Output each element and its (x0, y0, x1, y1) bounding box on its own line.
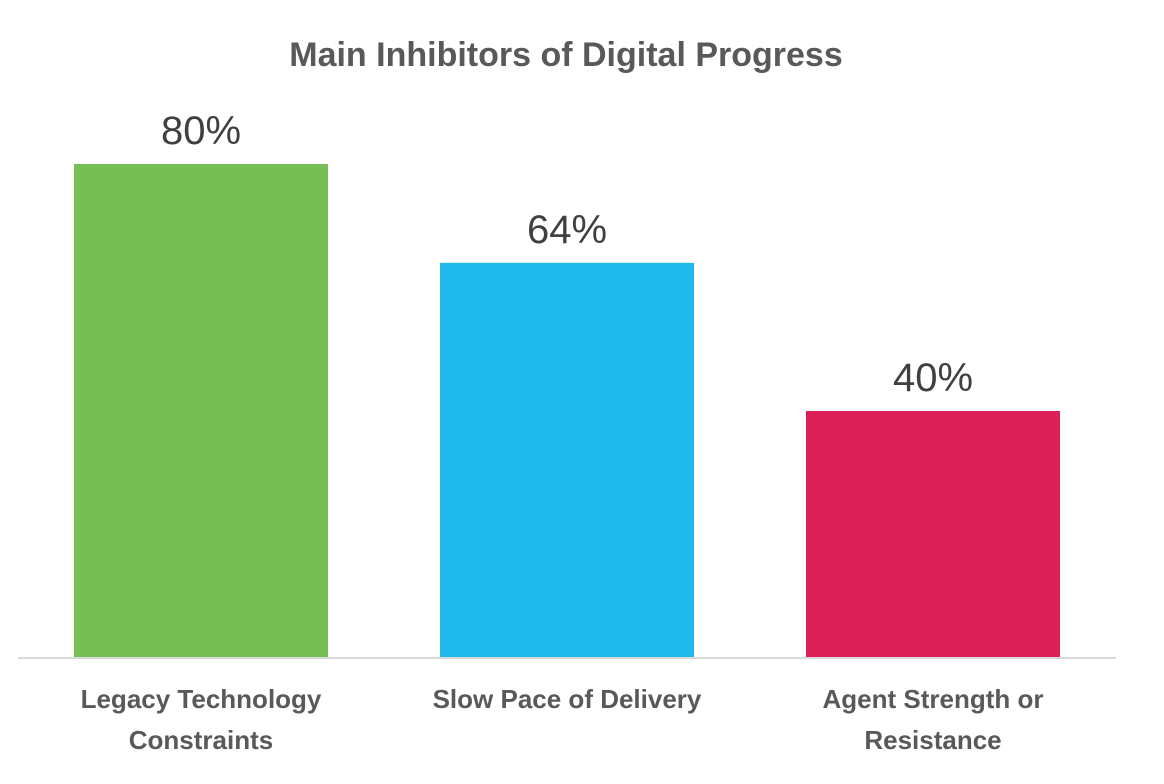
chart-title: Main Inhibitors of Digital Progress (289, 36, 843, 74)
bar-legacy-technology-constraints (74, 164, 328, 658)
bars-group (74, 164, 1060, 658)
bar-agent-strength-or-resistance (806, 411, 1060, 658)
value-label-slow-pace-of-delivery: 64% (527, 208, 607, 252)
category-label-slow-pace-of-delivery: Slow Pace of Delivery (433, 684, 702, 714)
category-label-legacy-technology-constraints-line-2: Constraints (129, 725, 273, 755)
category-labels-group: Legacy Technology Constraints Slow Pace of… (81, 684, 1044, 755)
value-label-agent-strength-or-resistance: 40% (893, 356, 973, 400)
value-label-legacy-technology-constraints: 80% (161, 109, 241, 153)
category-label-legacy-technology-constraints-line-1: Legacy Technology (81, 684, 322, 714)
category-label-agent-strength-or-resistance-line-2: Resistance (864, 725, 1001, 755)
category-label-agent-strength-or-resistance-line-1: Agent Strength or (823, 684, 1044, 714)
value-labels-group: 80% 64% 40% (161, 109, 973, 400)
bar-slow-pace-of-delivery (440, 262, 694, 658)
